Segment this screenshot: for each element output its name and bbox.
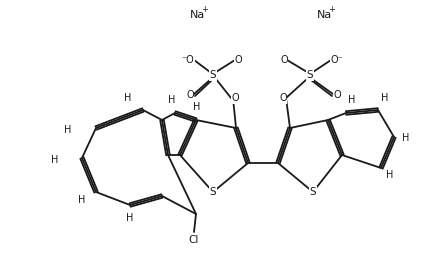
Text: Cl: Cl: [189, 235, 199, 245]
Text: H: H: [381, 93, 389, 103]
Text: H: H: [124, 93, 132, 103]
Text: H: H: [386, 170, 394, 180]
Text: H: H: [126, 213, 134, 223]
Text: H: H: [78, 195, 86, 205]
Text: O: O: [234, 55, 242, 65]
Text: O: O: [279, 93, 287, 103]
Text: H: H: [348, 95, 356, 105]
Text: S: S: [310, 187, 316, 197]
Text: Na: Na: [317, 10, 332, 20]
Text: H: H: [64, 125, 72, 135]
Text: S: S: [307, 70, 313, 80]
Text: O: O: [280, 55, 288, 65]
Text: H: H: [168, 95, 176, 105]
Text: S: S: [210, 70, 216, 80]
Text: O⁻: O⁻: [331, 55, 344, 65]
Text: O: O: [333, 90, 341, 100]
Text: H: H: [194, 102, 201, 112]
Text: +: +: [202, 6, 209, 15]
Text: Na: Na: [190, 10, 205, 20]
Text: O: O: [231, 93, 239, 103]
Text: +: +: [329, 6, 335, 15]
Text: H: H: [51, 155, 58, 165]
Text: H: H: [402, 133, 410, 143]
Text: S: S: [210, 187, 216, 197]
Text: ⁻O: ⁻O: [181, 55, 194, 65]
Text: O: O: [186, 90, 194, 100]
